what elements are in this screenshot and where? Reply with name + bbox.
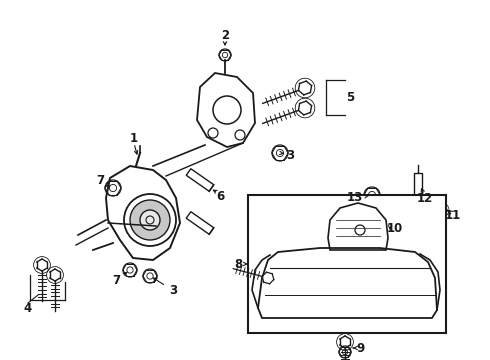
Text: 3: 3 — [286, 149, 294, 162]
Circle shape — [140, 210, 160, 230]
Circle shape — [130, 200, 170, 240]
Text: 7: 7 — [112, 274, 120, 287]
Text: 1: 1 — [130, 131, 138, 144]
Text: 9: 9 — [356, 342, 364, 355]
Text: 7: 7 — [96, 174, 104, 186]
Text: 2: 2 — [221, 28, 229, 41]
Text: 13: 13 — [347, 190, 363, 203]
Text: 11: 11 — [445, 208, 461, 221]
Text: 10: 10 — [387, 221, 403, 234]
Text: 12: 12 — [417, 192, 433, 204]
Text: 5: 5 — [346, 90, 354, 104]
Text: 6: 6 — [216, 189, 224, 202]
Bar — [248, 195, 446, 333]
Text: 4: 4 — [24, 302, 32, 315]
Text: 8: 8 — [234, 257, 242, 270]
Text: 3: 3 — [169, 284, 177, 297]
